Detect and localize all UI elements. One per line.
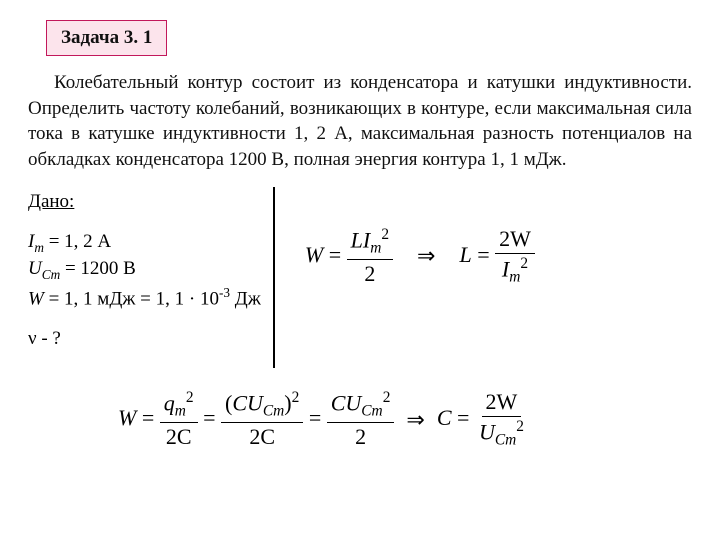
equation-2: W = qm2 2C = (CUCm)2 2C = CUCm2 2 ⇒ C = …	[28, 390, 692, 450]
given-line-3: W = 1, 1 мДж = 1, 1 · 10-3 Дж	[28, 284, 261, 312]
problem-statement: Колебательный контур состоит из конденса…	[28, 70, 692, 173]
given-section: Дано: Im = 1, 2 А UCm = 1200 В W = 1, 1 …	[28, 187, 692, 368]
find-line: ν - ?	[28, 326, 261, 352]
given-header: Дано:	[28, 191, 261, 213]
given-line-1: Im = 1, 2 А	[28, 229, 261, 257]
problem-title: Задача 3. 1	[61, 27, 152, 48]
given-block: Дано: Im = 1, 2 А UCm = 1200 В W = 1, 1 …	[28, 187, 275, 368]
problem-title-box: Задача 3. 1	[46, 20, 167, 56]
equation-1: W = LIm2 2 ⇒ L = 2W Im2	[305, 227, 692, 287]
solution-eq1: W = LIm2 2 ⇒ L = 2W Im2	[275, 187, 692, 287]
given-line-2: UCm = 1200 В	[28, 256, 261, 284]
